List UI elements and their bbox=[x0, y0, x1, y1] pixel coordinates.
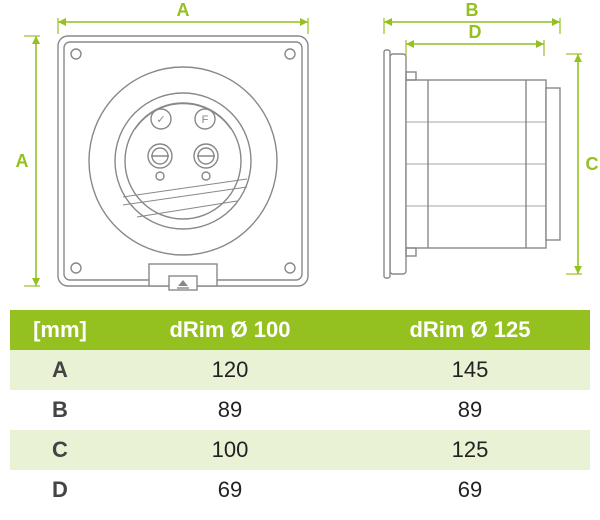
row-value-1: 89 bbox=[110, 390, 350, 430]
table-row: B8989 bbox=[10, 390, 590, 430]
row-value-2: 69 bbox=[350, 470, 590, 510]
row-label: D bbox=[10, 470, 110, 510]
technical-drawing: ✓ F A A BD C bbox=[0, 0, 600, 300]
row-value-2: 145 bbox=[350, 350, 590, 390]
row-value-2: 89 bbox=[350, 390, 590, 430]
svg-text:C: C bbox=[586, 154, 599, 174]
table-row: D6969 bbox=[10, 470, 590, 510]
dimension-table: [mm] dRim Ø 100 dRim Ø 125 A120145B8989C… bbox=[0, 310, 600, 510]
row-label: C bbox=[10, 430, 110, 470]
row-value-2: 125 bbox=[350, 430, 590, 470]
svg-text:A: A bbox=[177, 0, 190, 20]
table-row: A120145 bbox=[10, 350, 590, 390]
row-value-1: 120 bbox=[110, 350, 350, 390]
row-label: B bbox=[10, 390, 110, 430]
svg-text:B: B bbox=[466, 0, 479, 20]
svg-text:✓: ✓ bbox=[156, 114, 165, 126]
svg-text:D: D bbox=[469, 22, 482, 42]
svg-text:A: A bbox=[16, 151, 29, 171]
row-label: A bbox=[10, 350, 110, 390]
col-header-unit: [mm] bbox=[10, 310, 110, 350]
svg-text:F: F bbox=[202, 114, 209, 126]
row-value-1: 100 bbox=[110, 430, 350, 470]
table-row: C100125 bbox=[10, 430, 590, 470]
row-value-1: 69 bbox=[110, 470, 350, 510]
col-header-2: dRim Ø 125 bbox=[350, 310, 590, 350]
col-header-1: dRim Ø 100 bbox=[110, 310, 350, 350]
